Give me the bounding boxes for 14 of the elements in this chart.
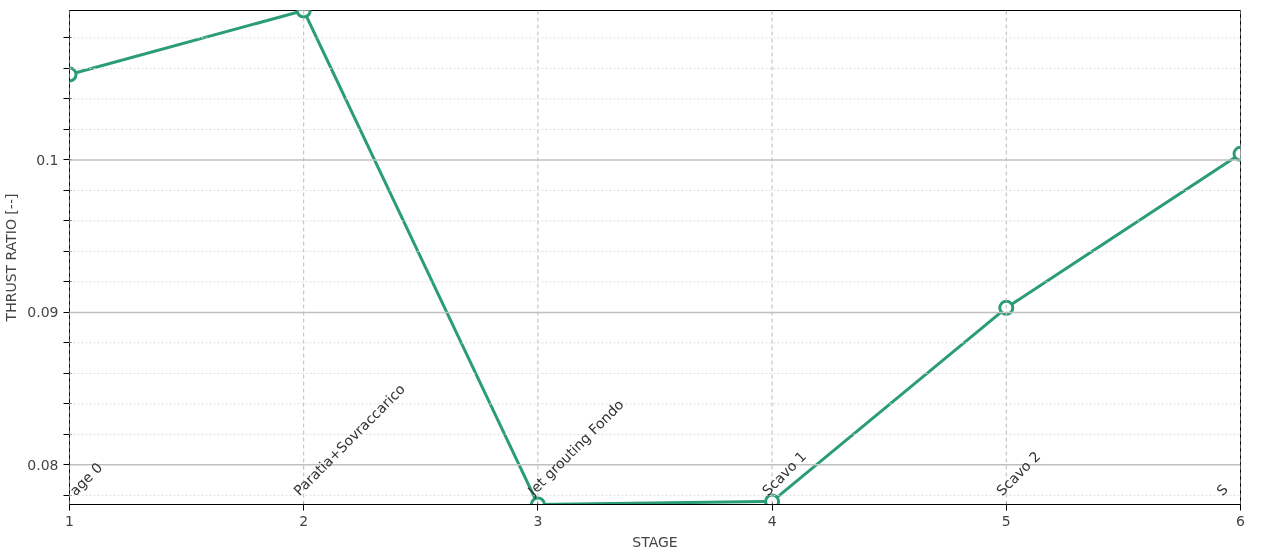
x-tick-label: 2 [299,512,309,529]
y-tick-label: 0.1 [36,151,59,168]
x-axis-title: STAGE [632,533,678,550]
x-tick-label: 1 [65,512,74,529]
y-tick-label: 0.08 [27,456,59,473]
y-tick-label: 0.09 [27,304,59,321]
x-tick-label: 5 [1001,512,1011,529]
x-tick-label: 3 [533,512,543,529]
annotation: S [1213,480,1231,499]
y-axis-title: THRUST RATIO [--] [3,193,20,323]
x-tick-label: 6 [1236,512,1246,529]
annotation: age 0 [66,459,106,499]
point [998,299,1015,316]
x-tick-label: 4 [767,512,777,529]
